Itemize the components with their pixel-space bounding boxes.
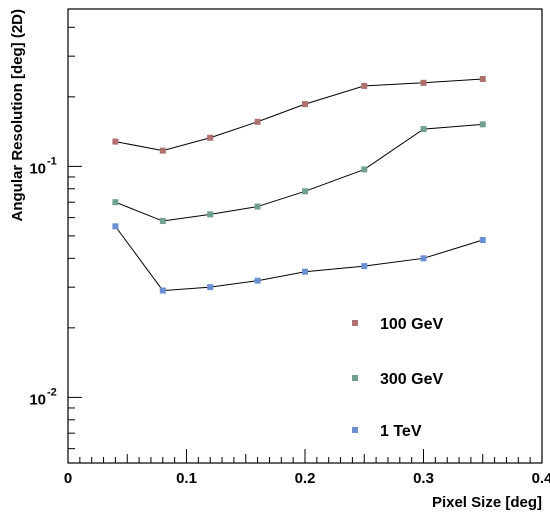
y-tick-label: 10 — [29, 391, 46, 408]
x-tick-label: 0.4 — [532, 470, 550, 487]
data-point — [361, 82, 368, 89]
data-point — [479, 121, 486, 128]
series-layer — [112, 75, 486, 294]
data-point — [207, 211, 214, 218]
x-tick-label: 0.3 — [413, 470, 434, 487]
legend: 100 GeV 300 GeV 1 TeV — [352, 316, 443, 440]
legend-marker — [352, 427, 358, 433]
series-line — [115, 78, 483, 152]
y-tick-exponent: -2 — [47, 386, 57, 398]
data-point — [207, 284, 214, 291]
data-point — [420, 79, 427, 86]
data-point — [159, 287, 166, 294]
x-axis-label: Pixel Size [deg] — [432, 494, 542, 511]
data-point — [361, 263, 368, 270]
data-point — [420, 126, 427, 133]
legend-label: 100 GeV — [380, 316, 443, 333]
data-point — [159, 147, 166, 154]
legend-marker — [352, 375, 358, 381]
data-point — [479, 237, 486, 244]
data-point — [302, 101, 308, 108]
data-point — [207, 134, 214, 141]
data-point — [361, 166, 368, 173]
y-axis: 10-210-1 — [29, 26, 82, 450]
legend-label: 300 GeV — [380, 371, 443, 388]
data-point — [159, 218, 166, 225]
data-point — [302, 268, 308, 275]
series-line — [114, 226, 483, 292]
series-1 — [112, 121, 486, 225]
data-point — [112, 223, 119, 230]
data-point — [112, 199, 119, 206]
y-axis-label: Angular Resolution [deg] (2D) — [9, 9, 26, 222]
x-tick-label: 0.2 — [295, 470, 316, 487]
y-tick-label: 10 — [29, 160, 46, 177]
data-point — [302, 188, 308, 195]
legend-marker — [352, 320, 358, 326]
series-line — [115, 123, 483, 222]
data-point — [254, 277, 261, 284]
x-tick-label: 0.1 — [176, 470, 197, 487]
series-2 — [112, 223, 486, 294]
series-0 — [112, 75, 486, 154]
x-axis: 0 0.1 0.2 0.3 0.4 — [64, 449, 550, 487]
y-tick-exponent: -1 — [47, 155, 57, 167]
data-point — [479, 75, 486, 82]
data-point — [112, 138, 119, 145]
x-tick-label: 0 — [64, 470, 72, 487]
data-point — [254, 118, 261, 125]
data-point — [254, 203, 261, 210]
plot-frame — [67, 8, 543, 464]
data-point — [420, 255, 427, 262]
legend-label: 1 TeV — [380, 423, 422, 440]
